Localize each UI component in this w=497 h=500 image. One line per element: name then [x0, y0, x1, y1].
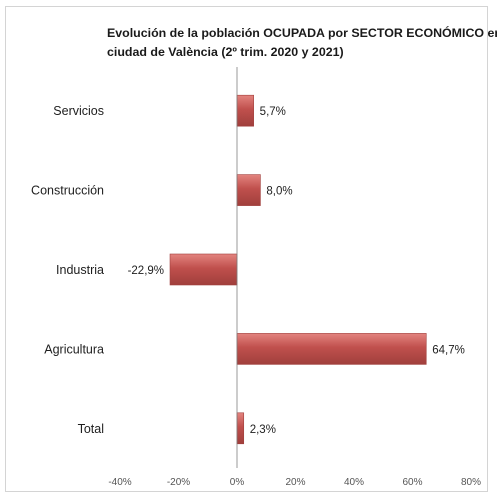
data-label-servicios: 5,7%	[260, 106, 286, 118]
x-tick-label: -40%	[108, 477, 131, 488]
category-label-total: Total	[78, 422, 104, 436]
data-labels: 5,7% 8,0% -22,9% 64,7% 2,3%	[128, 106, 465, 436]
chart-frame	[5, 6, 488, 492]
x-tick-label: 0%	[230, 477, 245, 488]
bar-total	[236, 412, 245, 445]
x-tick-label: 60%	[402, 477, 422, 488]
chart-title-line-1: Evolución de la población OCUPADA por SE…	[107, 26, 497, 40]
x-tick-label: 20%	[285, 477, 305, 488]
bar-servicios	[236, 94, 254, 127]
bar-industria	[169, 253, 238, 286]
x-tick-label: -20%	[167, 477, 190, 488]
category-label-construccion: Construcción	[31, 184, 104, 198]
category-label-agricultura: Agricultura	[44, 342, 104, 356]
data-label-agricultura: 64,7%	[432, 344, 465, 356]
x-axis-ticks: -40% -20% 0% 20% 40% 60% 80%	[108, 477, 481, 488]
chart-title: Evolución de la población OCUPADA por SE…	[107, 24, 497, 62]
data-label-industria: -22,9%	[128, 265, 164, 277]
category-label-servicios: Servicios	[53, 104, 104, 118]
chart-title-line-2: ciudad de València (2º trim. 2020 y 2021…	[107, 45, 344, 59]
bar-construccion	[236, 174, 261, 206]
bar-agricultura	[236, 333, 427, 365]
category-label-industria: Industria	[56, 263, 104, 277]
data-label-total: 2,3%	[250, 424, 276, 436]
x-tick-label: 40%	[344, 477, 364, 488]
data-label-construccion: 8,0%	[266, 186, 292, 198]
x-tick-label: 80%	[461, 477, 481, 488]
bars-group	[169, 67, 427, 468]
category-labels: Servicios Construcción Industria Agricultur…	[31, 104, 104, 436]
